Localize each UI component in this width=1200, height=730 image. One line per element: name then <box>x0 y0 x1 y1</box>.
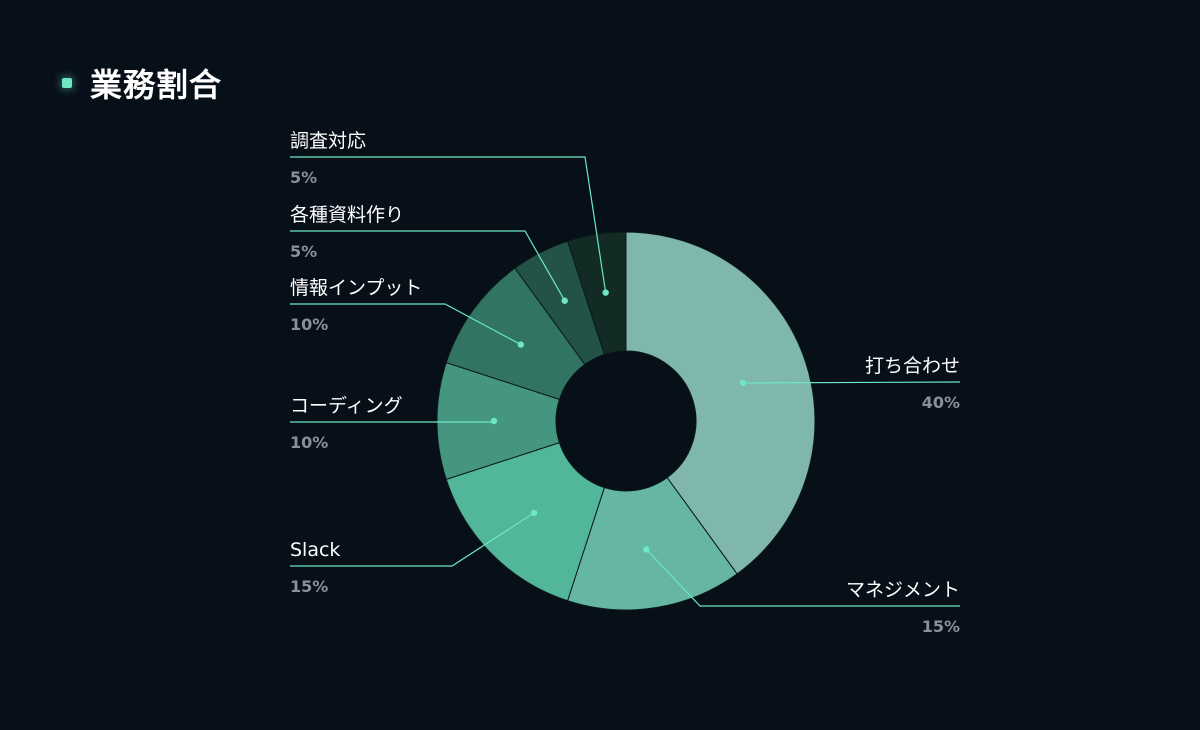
leader-dot-5 <box>517 341 525 348</box>
chart-title: 業務割合 <box>90 66 223 104</box>
donut-slice-3 <box>445 442 605 602</box>
slice-percent-2: 15% <box>922 617 960 636</box>
leader-line-6 <box>290 230 566 302</box>
slice-percent-4: 10% <box>290 433 328 452</box>
slice-percent-3: 15% <box>290 577 328 596</box>
leader-dot-2 <box>643 546 650 553</box>
leader-line-1 <box>742 381 961 384</box>
donut-slice-1 <box>625 231 816 575</box>
chart-header: 業務割合 <box>62 60 222 106</box>
slice-percent-1: 40% <box>922 393 960 412</box>
leader-line-7 <box>290 156 607 293</box>
leader-dot-1 <box>739 379 747 387</box>
slice-label-2: マネジメント <box>846 579 960 601</box>
donut-slice-2 <box>566 476 738 611</box>
slice-label-1: 打ち合わせ <box>865 355 960 377</box>
leader-line-3 <box>290 512 535 567</box>
leader-dot-4 <box>490 417 498 425</box>
slice-label-7: 調査対応 <box>290 130 366 152</box>
leader-dot-7 <box>602 289 609 296</box>
slice-percent-7: 5% <box>290 168 317 187</box>
title-bullet-icon <box>62 78 72 88</box>
slice-label-5: 情報インプット <box>290 277 422 299</box>
labels-group: 打ち合わせ 40% マネジメント 15% Slack 15% コーディング 10% 情報インプッ… <box>290 130 960 636</box>
leader-dot-3 <box>530 509 538 517</box>
slice-label-3: Slack <box>290 539 340 561</box>
slice-label-6: 各種資料作り <box>290 204 404 226</box>
slice-percent-6: 5% <box>290 242 317 261</box>
slices-group <box>436 231 816 611</box>
leader-line-5 <box>290 303 522 346</box>
slice-label-4: コーディング <box>290 395 403 417</box>
leader-lines-group <box>290 156 961 607</box>
donut-slice-7 <box>566 231 627 356</box>
leader-dot-6 <box>561 297 568 304</box>
slice-percent-5: 10% <box>290 315 328 334</box>
leader-line-2 <box>645 548 960 607</box>
